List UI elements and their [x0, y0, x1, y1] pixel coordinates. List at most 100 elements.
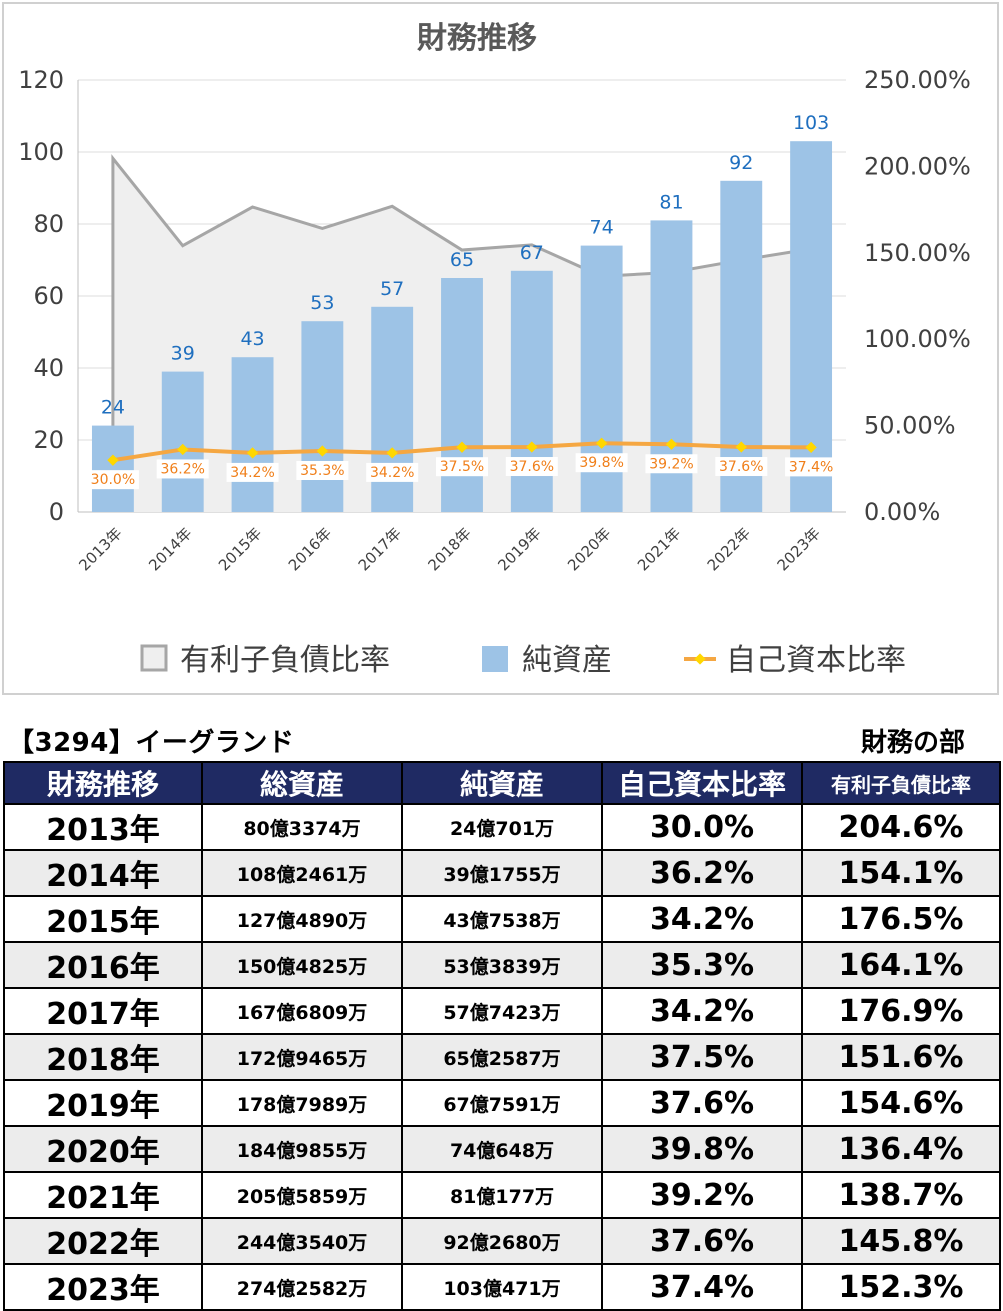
cell-total-assets: 127億4890万	[201, 895, 403, 943]
chart-title: 財務推移	[417, 21, 537, 56]
table-row: 2015年 127億4890万 43億7538万 34.2% 176.5%	[3, 895, 1001, 943]
y-right-tick-label: 100.00%	[864, 325, 971, 353]
equity-ratio-label-bg	[296, 461, 349, 481]
header-year: 財務推移	[3, 761, 203, 805]
cell-total-assets: 80億3374万	[201, 803, 403, 851]
cell-equity-ratio: 37.6%	[601, 1079, 803, 1127]
net-assets-bar-label: 92	[729, 152, 753, 174]
x-tick-label: 2018年	[424, 524, 474, 574]
table-row: 2014年 108億2461万 39億1755万 36.2% 154.1%	[3, 849, 1001, 897]
cell-equity-ratio: 37.4%	[601, 1263, 803, 1311]
net-assets-bar-label: 43	[240, 328, 264, 350]
cell-debt-ratio: 164.1%	[801, 941, 1001, 989]
table-header-row: 財務推移 総資産 純資産 自己資本比率 有利子負債比率	[3, 761, 1001, 805]
cell-year: 2020年	[3, 1125, 203, 1173]
equity-ratio-marker	[595, 437, 608, 449]
equity-ratio-label-bg	[575, 453, 628, 473]
x-tick-label: 2019年	[494, 524, 544, 574]
equity-ratio-label-bg	[505, 457, 558, 477]
equity-ratio-label-bg	[645, 454, 698, 474]
equity-ratio-marker	[246, 447, 259, 459]
cell-total-assets: 108億2461万	[201, 849, 403, 897]
equity-ratio-label-bg	[366, 462, 419, 482]
x-tick-label: 2022年	[704, 524, 754, 574]
cell-year: 2013年	[3, 803, 203, 851]
legend-swatch-net-assets	[482, 646, 508, 672]
cell-total-assets: 274億2582万	[201, 1263, 403, 1311]
table-row: 2018年 172億9465万 65億2587万 37.5% 151.6%	[3, 1033, 1001, 1081]
net-assets-bar	[231, 357, 274, 512]
financial-table: 財務推移 総資産 純資産 自己資本比率 有利子負債比率 2013年 80億3374…	[3, 761, 1001, 1311]
equity-ratio-label: 39.8%	[579, 455, 623, 471]
y-right-tick-label: 200.00%	[864, 152, 971, 180]
x-tick-label: 2017年	[355, 524, 405, 574]
equity-ratio-label: 37.4%	[789, 459, 833, 475]
equity-ratio-marker	[526, 441, 538, 453]
cell-total-assets: 178億7989万	[201, 1079, 403, 1127]
legend-label-equity-ratio: 自己資本比率	[726, 643, 906, 678]
cell-debt-ratio: 204.6%	[801, 803, 1001, 851]
table-row: 2022年 244億3540万 92億2680万 37.6% 145.8%	[3, 1217, 1001, 1265]
cell-net-assets: 81億177万	[401, 1171, 603, 1219]
cell-net-assets: 43億7538万	[401, 895, 603, 943]
cell-equity-ratio: 37.5%	[601, 1033, 803, 1081]
cell-net-assets: 39億1755万	[401, 849, 603, 897]
cell-year: 2018年	[3, 1033, 203, 1081]
equity-ratio-label: 37.5%	[440, 459, 484, 475]
cell-debt-ratio: 176.5%	[801, 895, 1001, 943]
table-row: 2016年 150億4825万 53億3839万 35.3% 164.1%	[3, 941, 1001, 989]
net-assets-bar	[441, 278, 483, 512]
equity-ratio-marker	[805, 441, 817, 454]
y-right-tick-label: 250.00%	[864, 66, 971, 94]
y-left-tick-label: 120	[18, 66, 64, 94]
legend-swatch-debt-ratio	[140, 644, 168, 672]
cell-total-assets: 167億6809万	[201, 987, 403, 1035]
cell-equity-ratio: 36.2%	[601, 849, 803, 897]
y-left-tick-label: 40	[33, 354, 64, 382]
cell-equity-ratio: 30.0%	[601, 803, 803, 851]
cell-equity-ratio: 35.3%	[601, 941, 803, 989]
x-tick-label: 2020年	[564, 524, 614, 574]
header-equity-ratio: 自己資本比率	[601, 761, 803, 805]
cell-total-assets: 244億3540万	[201, 1217, 403, 1265]
cell-debt-ratio: 145.8%	[801, 1217, 1001, 1265]
cell-year: 2019年	[3, 1079, 203, 1127]
net-assets-bar	[720, 180, 763, 513]
cell-year: 2022年	[3, 1217, 203, 1265]
equity-ratio-marker	[316, 445, 329, 457]
net-assets-bar-label: 65	[450, 249, 474, 271]
section-label: 財務の部	[860, 728, 965, 758]
net-assets-bar	[91, 425, 134, 512]
table-row: 2023年 274億2582万 103億471万 37.4% 152.3%	[3, 1263, 1001, 1311]
cell-year: 2017年	[3, 987, 203, 1035]
net-assets-bar-label: 67	[520, 242, 544, 264]
cell-debt-ratio: 138.7%	[801, 1171, 1001, 1219]
net-assets-bar-label: 24	[101, 397, 125, 419]
net-assets-bar	[301, 321, 344, 512]
cell-total-assets: 172億9465万	[201, 1033, 403, 1081]
equity-ratio-marker	[177, 443, 189, 456]
x-tick-label: 2021年	[634, 524, 684, 574]
cell-equity-ratio: 34.2%	[601, 895, 803, 943]
equity-ratio-label: 39.2%	[649, 456, 693, 472]
net-assets-bar-label: 57	[380, 278, 404, 300]
table-row: 2019年 178億7989万 67億7591万 37.6% 154.6%	[3, 1079, 1001, 1127]
cell-year: 2015年	[3, 895, 203, 943]
y-left-tick-label: 0	[49, 498, 64, 526]
cell-net-assets: 103億471万	[401, 1263, 603, 1311]
table-row: 2013年 80億3374万 24億701万 30.0% 204.6%	[3, 803, 1001, 851]
cell-equity-ratio: 39.2%	[601, 1171, 803, 1219]
legend-label-net-assets: 純資産	[522, 643, 612, 678]
equity-ratio-marker	[386, 447, 398, 459]
equity-ratio-label-bg	[86, 470, 139, 490]
y-right-tick-label: 50.00%	[864, 412, 956, 440]
table-row: 2017年 167億6809万 57億7423万 34.2% 176.9%	[3, 987, 1001, 1035]
chart-svg: 財務推移 0 20 40 60 80 100 120 0.00% 50.00% 100.00% 150…	[18, 21, 971, 678]
equity-ratio-label: 35.3%	[300, 463, 344, 479]
equity-ratio-label: 30.0%	[91, 472, 135, 488]
legend-label-debt-ratio: 有利子負債比率	[180, 643, 390, 678]
table-row: 2020年 184億9855万 74億648万 39.8% 136.4%	[3, 1125, 1001, 1173]
equity-ratio-marker	[735, 441, 747, 453]
cell-equity-ratio: 39.8%	[601, 1125, 803, 1173]
equity-ratio-label: 34.2%	[370, 465, 414, 481]
